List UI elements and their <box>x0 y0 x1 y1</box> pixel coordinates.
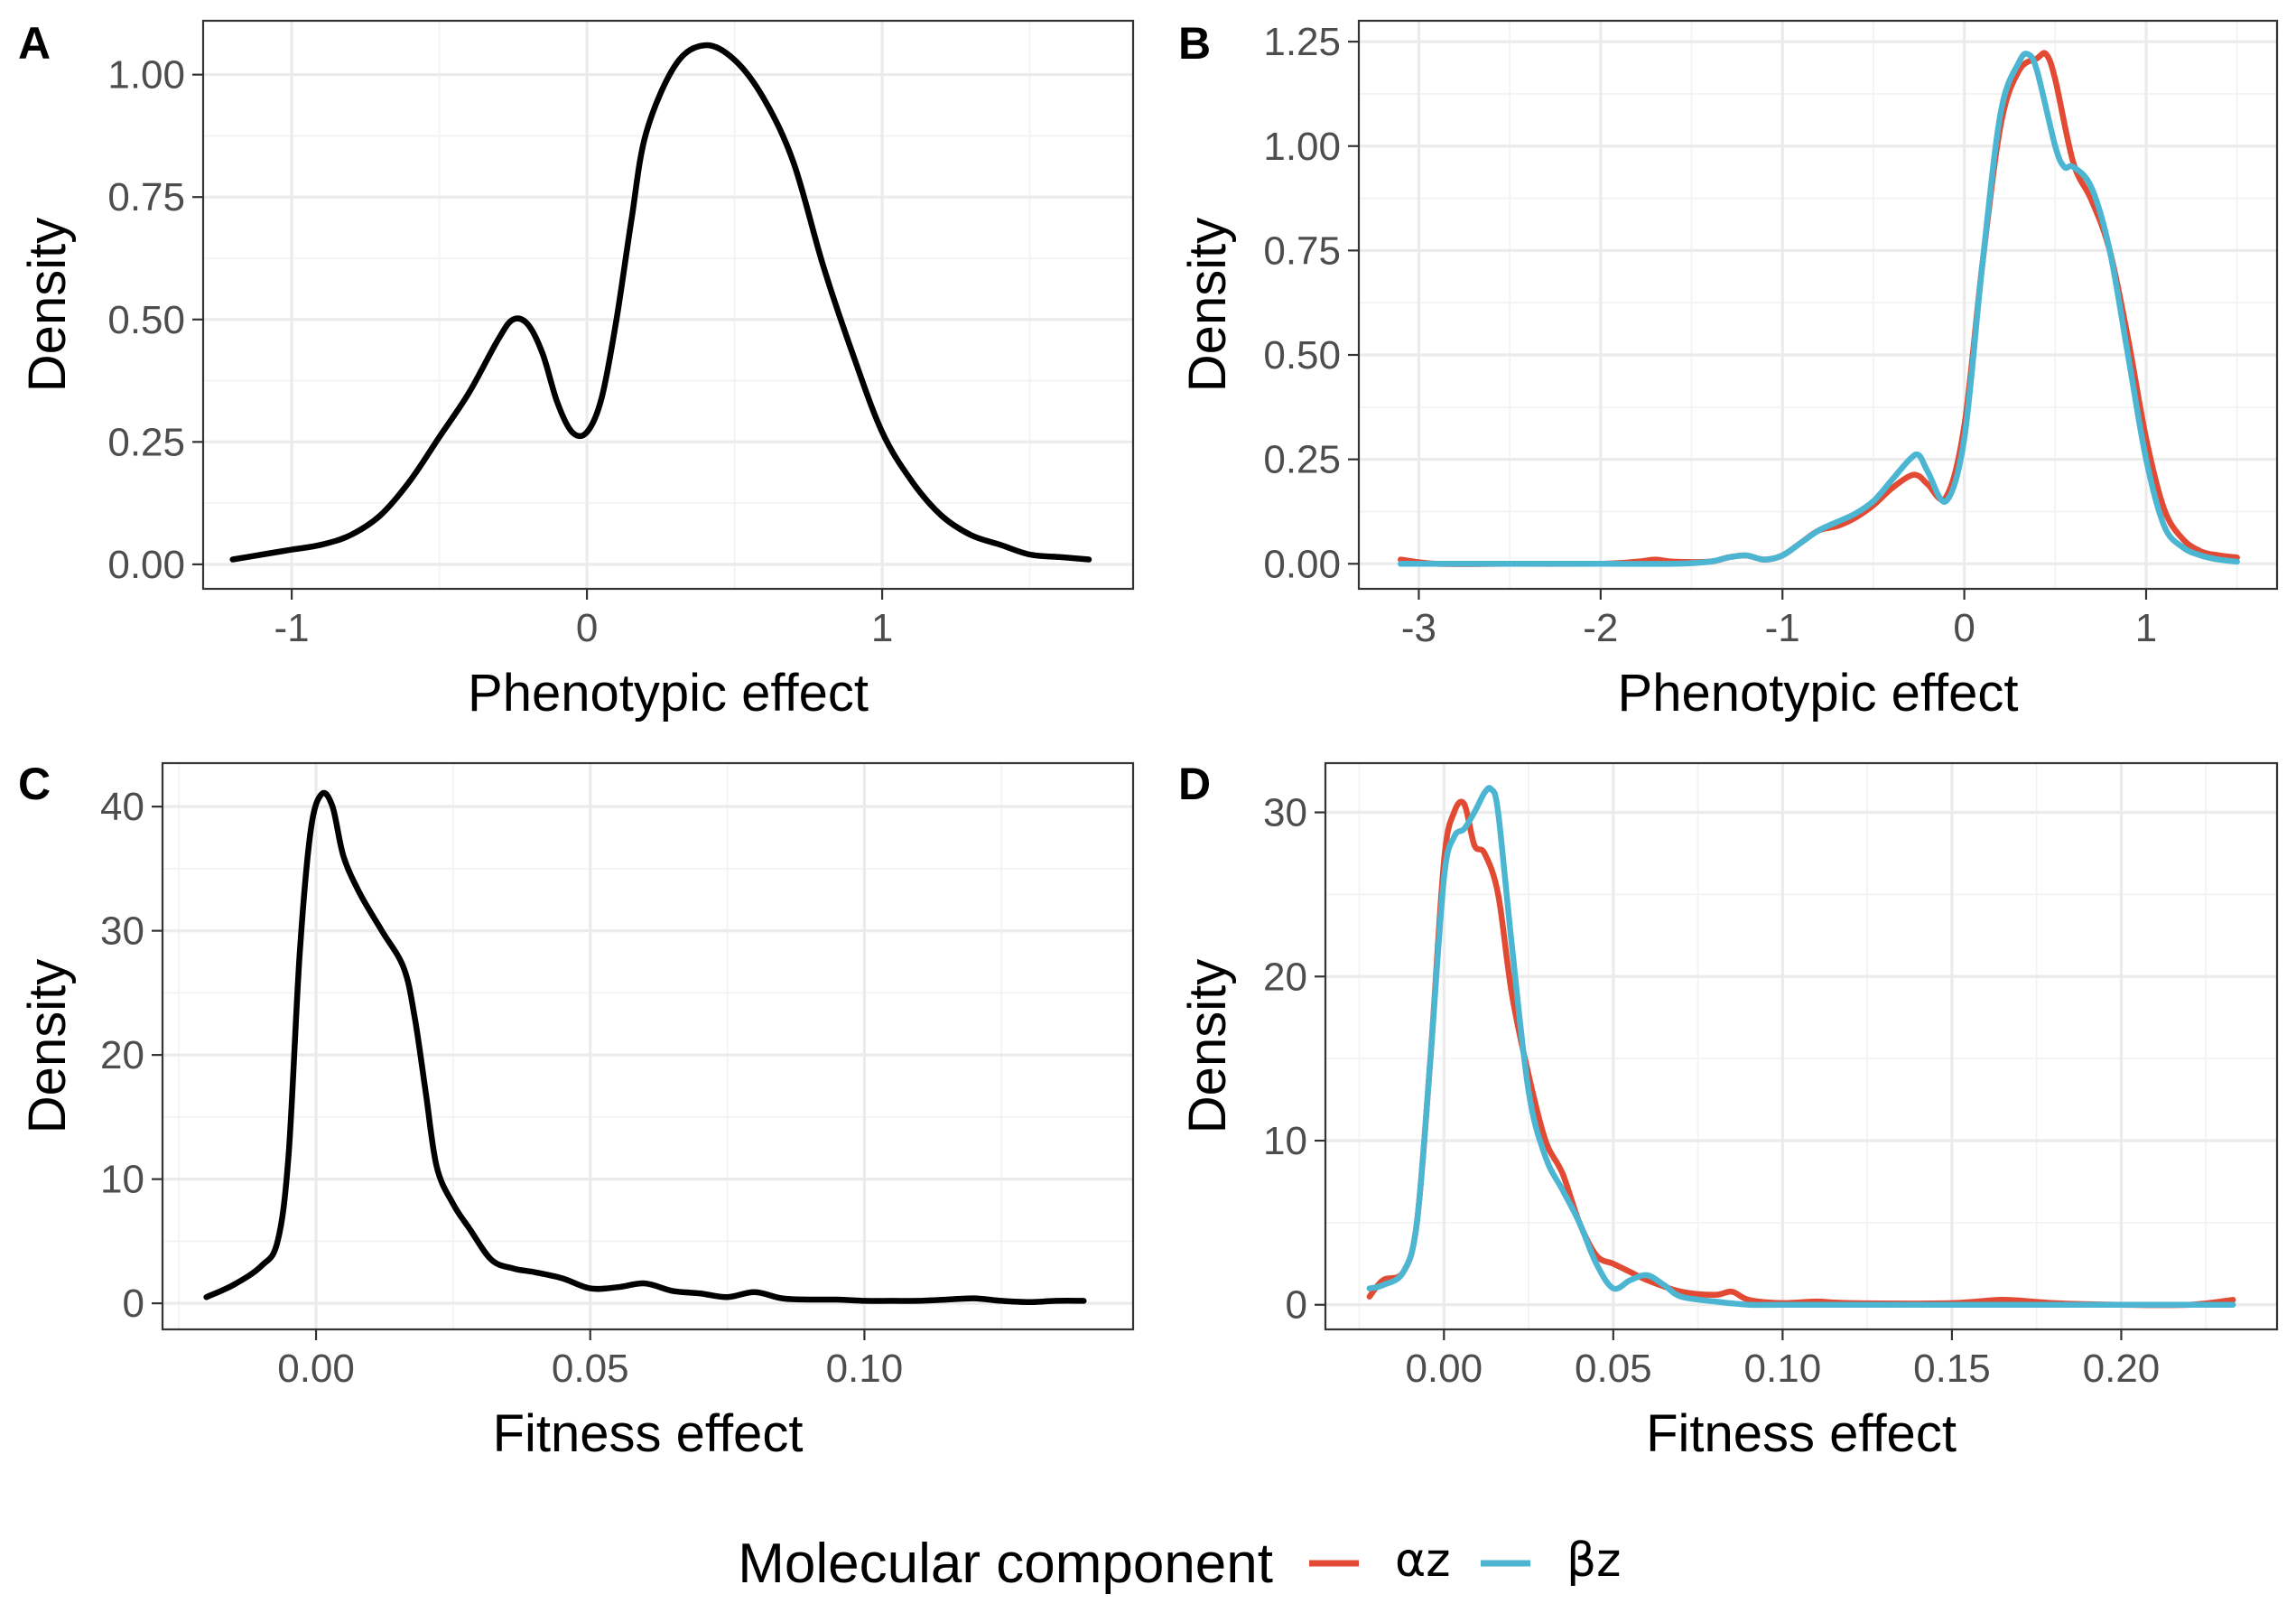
series-line <box>203 789 1087 1306</box>
panel-background <box>203 21 1133 589</box>
y-tick-label: 10 <box>1263 1119 1307 1163</box>
x-axis-title: Fitness effect <box>493 1404 804 1463</box>
y-tick-label: 1.00 <box>1263 125 1341 169</box>
panel-tag: C <box>18 759 51 809</box>
y-tick-label: 30 <box>100 909 144 954</box>
x-tick-label: -2 <box>1583 606 1618 650</box>
x-tick-label: 0 <box>576 606 598 650</box>
y-tick-label: 1.00 <box>107 53 185 98</box>
panel-frame <box>1324 761 2279 1331</box>
panel-frame <box>161 761 1135 1331</box>
legend-title: Molecular component <box>738 1533 1273 1595</box>
x-tick-label: -3 <box>1401 606 1436 650</box>
y-tick-label: 40 <box>100 785 144 829</box>
x-tick-label: 0 <box>1953 606 1975 650</box>
x-tick-label: 0.15 <box>1913 1347 1991 1391</box>
y-tick-label: 0.50 <box>107 298 185 342</box>
panel-tag: D <box>1178 759 1211 809</box>
panel-frame <box>1357 19 2279 591</box>
x-tick-label: 1 <box>871 606 893 650</box>
panel-tag: A <box>18 18 51 69</box>
x-tick-label: 0.05 <box>552 1347 629 1391</box>
panel-a: -1 0 1 0.00 0.25 0.50 0.75 1.00 Phenotypic effec… <box>18 18 1135 722</box>
y-axis-title: Density <box>18 959 77 1133</box>
panel-tag: B <box>1178 18 1211 69</box>
legend-label-alpha: αz <box>1395 1533 1451 1588</box>
x-axis-title: Phenotypic effect <box>1618 664 2019 722</box>
panel-d: 0.00 0.05 0.10 0.15 0.20 0 10 20 30 Fitness effec… <box>1178 759 2279 1463</box>
y-tick-label: 0.00 <box>107 543 185 587</box>
x-tick-label: 0.20 <box>2083 1347 2161 1391</box>
panels: -1 0 1 0.00 0.25 0.50 0.75 1.00 Phenotypic effec… <box>18 18 2279 1463</box>
y-tick-label: 20 <box>100 1033 144 1077</box>
y-tick-label: 10 <box>100 1158 144 1202</box>
x-tick-label: -1 <box>1765 606 1800 650</box>
x-tick-label: 0.10 <box>826 1347 904 1391</box>
y-tick-label: 0.00 <box>1263 542 1341 586</box>
x-axis-title: Fitness effect <box>1646 1404 1957 1463</box>
x-tick-label: 0.00 <box>277 1347 355 1391</box>
y-tick-label: 0 <box>1286 1283 1307 1328</box>
panel-frame <box>201 19 1135 591</box>
y-tick-label: 0 <box>123 1282 144 1326</box>
series-line-beta <box>1398 51 2240 567</box>
series-line <box>229 42 1092 563</box>
panel-background <box>1325 763 2277 1329</box>
x-tick-label: -1 <box>274 606 310 650</box>
y-tick-label: 0.75 <box>1263 228 1341 273</box>
legend: Molecular component αz βz <box>738 1533 1621 1595</box>
y-tick-label: 20 <box>1263 955 1307 999</box>
x-tick-label: 0.10 <box>1744 1347 1822 1391</box>
y-tick-label: 0.50 <box>1263 333 1341 378</box>
y-tick-label: 0.25 <box>1263 438 1341 482</box>
y-tick-label: 30 <box>1263 791 1307 835</box>
panel-b: -3 -2 -1 0 1 0.00 0.25 0.50 0.75 1.00 1.25 Phenotyp… <box>1178 18 2279 722</box>
panel-background <box>163 763 1133 1329</box>
y-tick-label: 0.75 <box>107 175 185 219</box>
series-line-beta <box>1366 785 2236 1309</box>
x-tick-label: 1 <box>2135 606 2157 650</box>
legend-label-beta: βz <box>1566 1533 1621 1588</box>
x-axis-title: Phenotypic effect <box>468 664 869 722</box>
y-axis-title: Density <box>18 218 77 392</box>
x-tick-label: 0.00 <box>1405 1347 1483 1391</box>
y-tick-label: 0.25 <box>107 420 185 464</box>
y-axis-title: Density <box>1178 218 1237 392</box>
panel-background <box>1359 21 2277 589</box>
panel-c: 0.00 0.05 0.10 0 10 20 30 40 Fitness effect Densi… <box>18 759 1135 1463</box>
y-tick-label: 1.25 <box>1263 20 1341 64</box>
y-axis-title: Density <box>1178 959 1237 1133</box>
x-tick-label: 0.05 <box>1575 1347 1652 1391</box>
